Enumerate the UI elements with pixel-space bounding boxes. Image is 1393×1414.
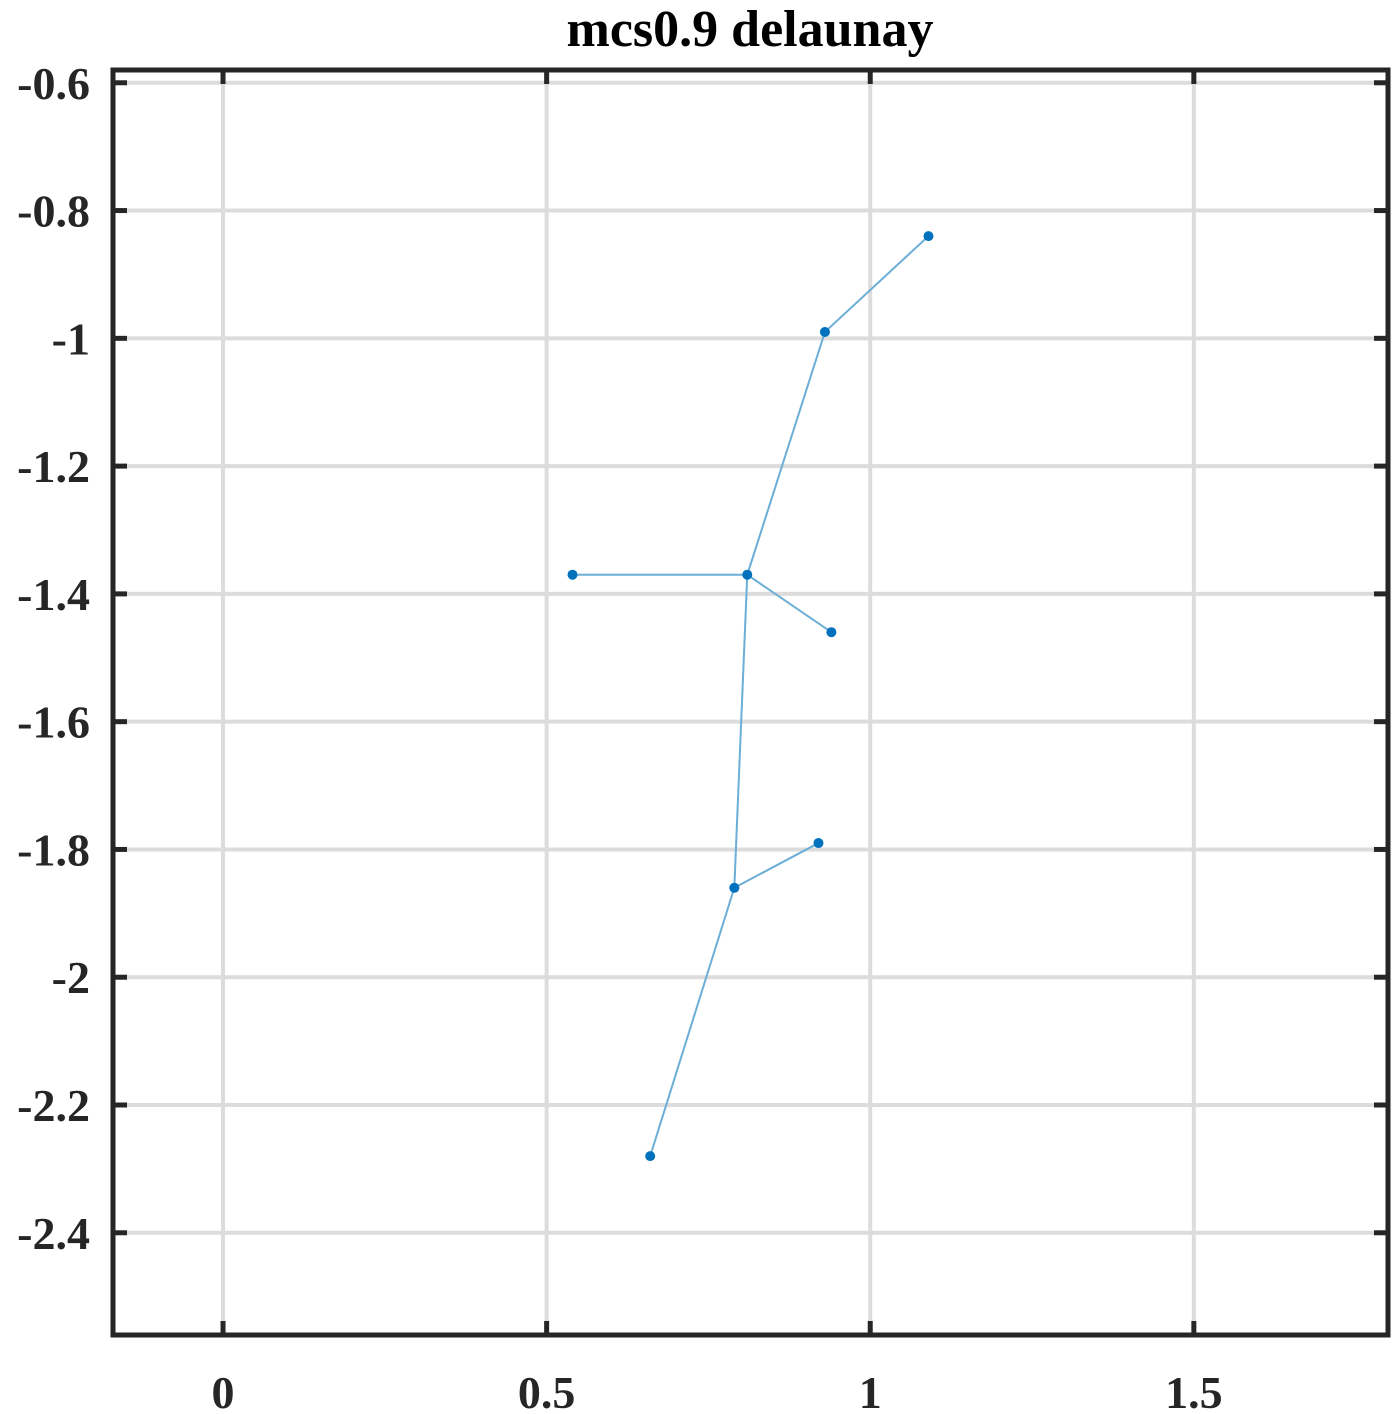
data-point [813,838,824,849]
data-point [567,569,578,580]
x-tick-label: 1 [859,1367,882,1414]
edge-line [746,573,832,634]
data-point [826,627,837,638]
y-tick-label: -1 [52,313,90,364]
plot-frame [110,67,1391,1338]
data-point [819,326,830,337]
data-point [923,231,934,242]
edge-line [746,331,826,576]
edge-line [733,842,819,889]
y-tick-label: -1.4 [17,569,90,620]
data-point [742,569,753,580]
x-tick-label: 1.5 [1165,1367,1223,1414]
edge-line [824,235,930,333]
y-tick-label: -1.2 [17,441,90,492]
y-tick-label: -0.8 [17,186,90,237]
x-tick-labels: 0 0.5 1 1.5 [212,1367,1223,1414]
edge-line [649,887,736,1157]
y-tick-label: -2.2 [17,1080,90,1131]
edge-line [733,574,749,888]
y-tick-label: -1.8 [17,824,90,875]
grid-lines [113,70,1388,1335]
y-tick-label: -1.6 [17,697,90,748]
tick-marks [113,70,1388,1335]
y-tick-label: -2.4 [17,1208,90,1259]
y-tick-label: -2 [52,952,90,1003]
x-tick-label: 0.5 [518,1367,576,1414]
y-tick-label: -0.6 [17,58,90,109]
x-tick-label: 0 [212,1367,235,1414]
chart-title: mcs0.9 delaunay [567,1,934,58]
data-point [645,1151,656,1162]
edge-lines [572,235,930,1157]
data-points [567,231,934,1162]
data-point [729,882,740,893]
y-tick-labels: -0.6 -0.8 -1 -1.2 -1.4 -1.6 -1.8 -2 -2.2 -2.4 [17,58,90,1259]
